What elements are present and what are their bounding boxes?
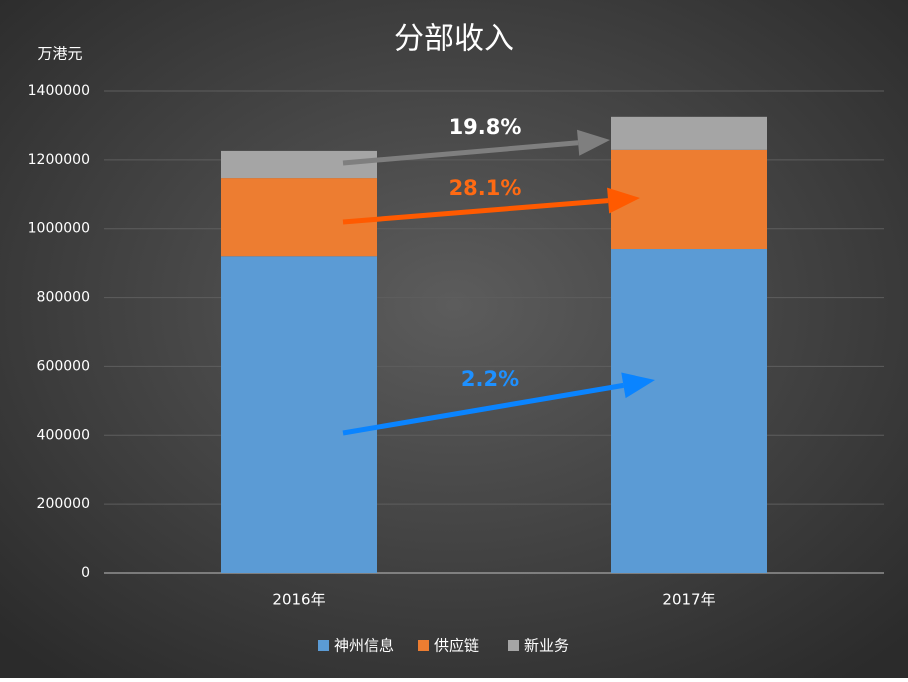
arrow-shaft [342,140,579,166]
y-tick-label: 1200000 [28,152,90,168]
arrow-head [577,129,610,156]
y-tick-label: 800000 [37,290,90,306]
y-tick-label: 600000 [37,358,90,374]
bar-segment [221,256,377,573]
arrow-head [621,372,655,399]
y-axis-label: 万港元 [37,45,82,63]
y-tick-label: 1000000 [28,221,90,237]
y-tick-label: 1400000 [28,83,90,99]
y-tick-label: 400000 [37,427,90,443]
arrow-shaft [342,382,624,436]
legend-swatch [318,640,329,651]
legend-label: 神州信息 [334,637,394,655]
legend-label: 新业务 [524,637,569,655]
x-tick-label: 2017年 [662,591,715,609]
chart-title: 分部收入 [394,22,514,57]
bar-segment [221,178,377,257]
y-tick-label: 200000 [37,496,90,512]
arrow-head [607,187,640,214]
arrow-shaft [342,198,609,225]
bar-segment [611,249,767,573]
y-tick-label: 0 [81,565,90,581]
annotation: 19.8% [449,115,522,139]
annotation: 28.1% [449,176,522,200]
bar-segment [611,116,767,150]
legend-swatch [418,640,429,651]
x-tick-label: 2016年 [272,591,325,609]
annotation: 2.2% [461,367,519,391]
legend-swatch [508,640,519,651]
legend-label: 供应链 [434,637,479,655]
